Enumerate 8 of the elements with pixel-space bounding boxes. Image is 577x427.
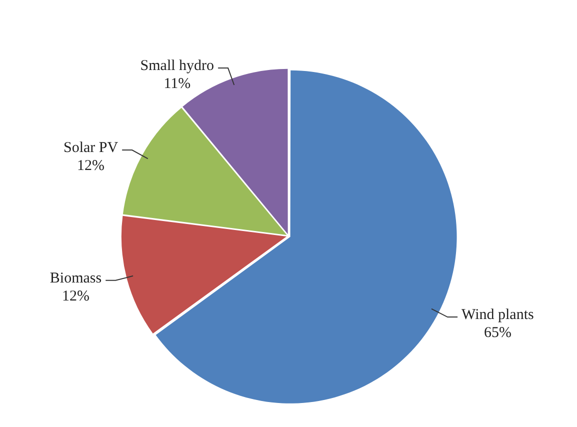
data-label: 12% [62,288,90,304]
slice-label: Small hydro [140,58,214,74]
data-label: 11% [164,76,191,92]
data-label: 65% [484,324,512,341]
data-label: 12% [77,158,105,174]
slice-label: Biomass [50,270,102,286]
slice-label: Wind plants [462,306,534,323]
slice-label: Solar PV [63,140,118,156]
